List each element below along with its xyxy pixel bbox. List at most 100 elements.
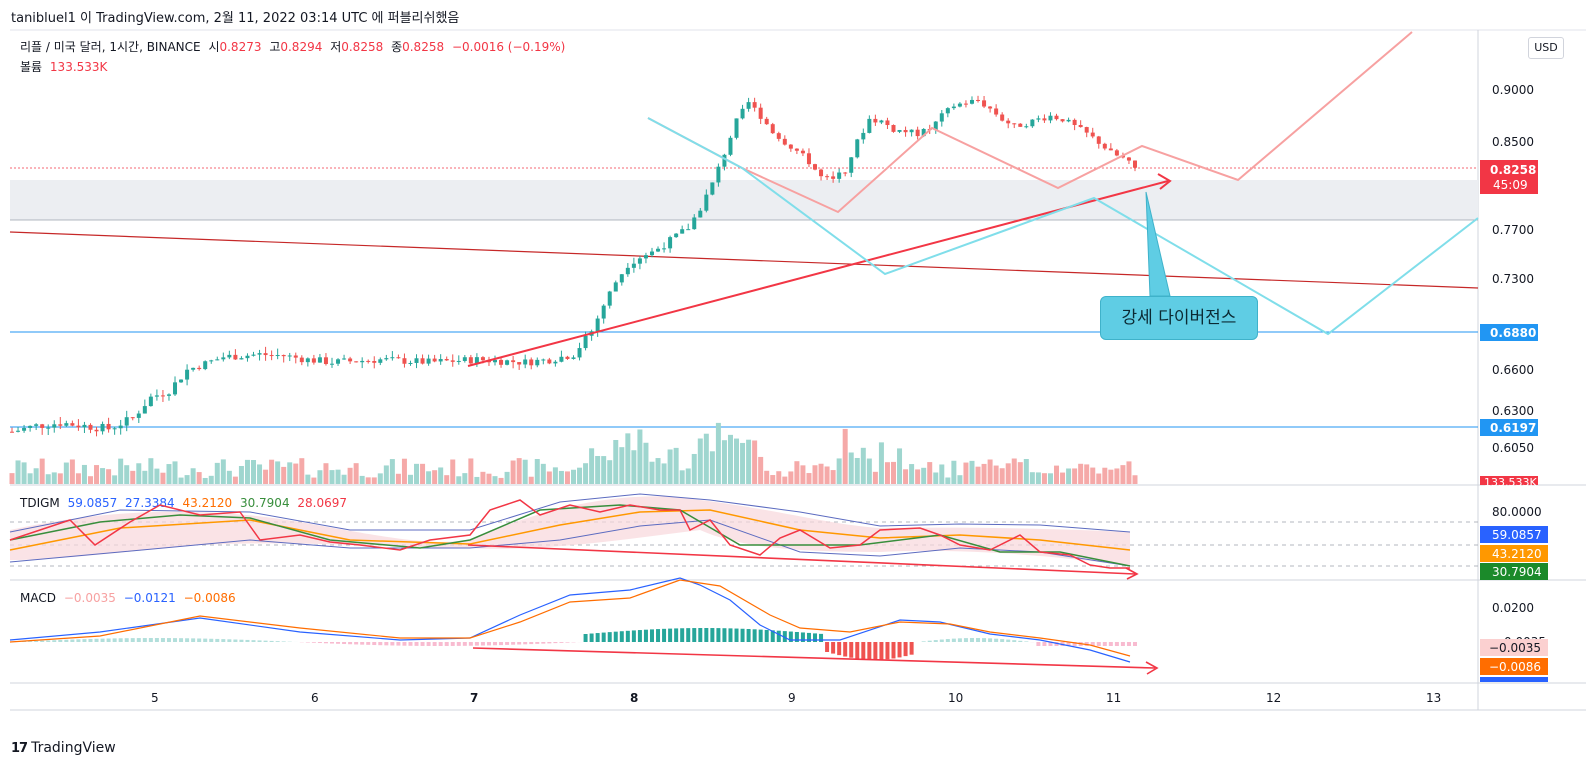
volume-bar <box>1132 475 1138 484</box>
volume-bar <box>63 462 69 484</box>
volume-bar <box>510 460 516 484</box>
low-value: 0.8258 <box>341 40 384 54</box>
trend-line-down[interactable] <box>9 231 1479 289</box>
volume-bar <box>854 457 860 484</box>
macd-histogram-bar <box>1018 640 1023 642</box>
candle-body <box>1006 120 1011 124</box>
candle-body <box>493 359 498 363</box>
macd-histogram-bar <box>209 638 214 642</box>
candle-body <box>384 358 389 360</box>
tdigm-axis-tick: 80.0000 <box>1492 505 1542 519</box>
volume-bar <box>498 477 504 484</box>
candle-body <box>776 133 781 139</box>
volume-bar <box>244 459 250 484</box>
candle-body <box>1114 150 1119 156</box>
macd-histogram-bar <box>94 638 99 642</box>
volume-bar <box>1017 462 1023 484</box>
volume-bar <box>679 470 685 484</box>
candle-body <box>245 355 250 359</box>
volume-bar <box>1108 469 1114 484</box>
divergence-line-tdi[interactable] <box>467 544 1136 575</box>
candle-body <box>668 237 673 249</box>
volume-bar <box>842 428 848 484</box>
volume-bar <box>142 470 148 484</box>
tdigm-v1: 59.0857 <box>67 496 118 510</box>
candle-body <box>511 360 516 363</box>
candle-body <box>82 424 87 428</box>
macd-histogram-bar <box>668 628 673 642</box>
macd-histogram-bar <box>656 629 661 642</box>
volume-bar <box>860 447 866 484</box>
divergence-callout[interactable]: 강세 다이버전스 <box>1100 296 1258 340</box>
candle-body <box>1078 124 1083 128</box>
time-tick-label: 8 <box>630 691 638 705</box>
candle-body <box>631 263 636 268</box>
volume-bar <box>1035 472 1041 484</box>
macd-histogram-bar <box>511 642 516 645</box>
volume-bar <box>87 476 93 484</box>
macd-histogram-bar <box>1054 642 1059 646</box>
volume-bar <box>740 442 746 484</box>
macd-histogram-bar <box>728 628 733 642</box>
macd-histogram-bar <box>764 629 769 642</box>
tdi-signal-line <box>9 504 1131 567</box>
volume-bar <box>764 470 770 484</box>
macd-histogram-bar <box>118 638 123 642</box>
macd-histogram-bar <box>559 642 564 643</box>
macd-histogram-bar <box>698 628 703 642</box>
volume-bar <box>504 471 510 484</box>
macd-histogram-bar <box>275 641 280 642</box>
time-axis[interactable]: 5 6 7 8 9 10 11 12 13 <box>151 691 1441 705</box>
volume-bar <box>1011 458 1017 484</box>
candle-body <box>239 358 244 360</box>
macd-histogram-bar <box>408 642 413 646</box>
candle-body <box>1066 119 1071 122</box>
projection-cyan[interactable] <box>647 117 1479 336</box>
svg-text:30.7904: 30.7904 <box>1492 565 1542 579</box>
volume-bar <box>124 465 130 484</box>
low-label: 저 <box>330 40 342 54</box>
macd-histogram-bar <box>396 642 401 646</box>
macd-histogram-bar <box>969 638 974 642</box>
volume-bar <box>1126 461 1132 484</box>
macd-histogram-bar <box>1072 642 1077 646</box>
candle-body <box>58 424 63 426</box>
projection-pink[interactable] <box>647 31 1413 214</box>
macd-histogram-bar <box>704 628 709 642</box>
candle-body <box>275 355 280 357</box>
macd-histogram-bar <box>1048 642 1053 646</box>
divergence-line-macd[interactable] <box>472 647 1156 669</box>
macd-histogram-bar <box>499 642 504 646</box>
candle-body <box>444 359 449 361</box>
macd-signal-line <box>9 579 1131 657</box>
candle-body <box>402 358 407 364</box>
macd-histogram-bar <box>1133 642 1137 646</box>
macd-histogram-bar <box>227 639 232 642</box>
volume-bar <box>359 475 365 484</box>
macd-histogram-bar <box>1000 639 1005 642</box>
volume-bar <box>709 451 715 484</box>
tdigm-v2: 27.3384 <box>125 496 175 510</box>
candle-body <box>849 157 854 173</box>
divergence-line-price[interactable] <box>467 180 1169 367</box>
volume-bar <box>293 463 299 484</box>
volume-bar <box>202 477 208 484</box>
macd-histogram-bar <box>619 631 624 642</box>
candle-body <box>728 137 733 155</box>
candle-body <box>607 291 612 306</box>
volume-bar <box>21 462 27 484</box>
macd-histogram-bar <box>825 642 830 652</box>
macd-histogram-bar <box>710 628 715 642</box>
volume-bar <box>45 474 51 484</box>
candle-body <box>674 233 679 238</box>
macd-histogram-bar <box>40 640 45 642</box>
volume-bar <box>15 460 21 484</box>
currency-button[interactable]: USD <box>1528 37 1564 59</box>
volume-bar <box>752 440 758 484</box>
price-axis[interactable]: 0.9000 0.8500 0.7700 0.7300 0.6600 0.6300 0.60… <box>1492 83 1534 455</box>
volume-bar <box>33 468 39 484</box>
volume-bar <box>999 468 1005 484</box>
volume-bar <box>432 470 438 484</box>
volume-bar <box>69 459 75 484</box>
